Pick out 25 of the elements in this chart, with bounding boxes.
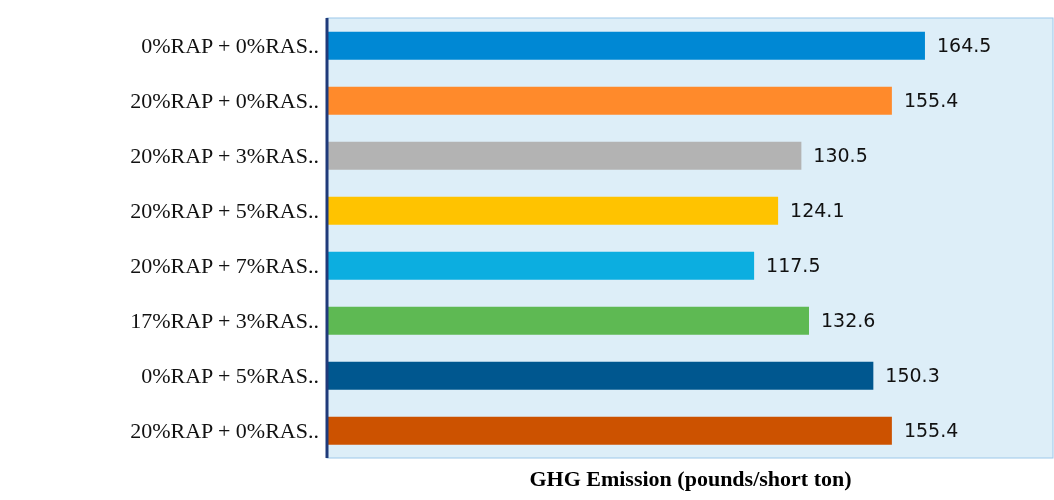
data-label: 130.5 <box>813 144 868 167</box>
y-tick-label: 20%RAP + 3%RAS.. <box>130 143 319 169</box>
bar <box>327 361 874 390</box>
bar <box>327 416 892 445</box>
bar <box>327 86 892 115</box>
bar <box>327 141 802 170</box>
data-label: 155.4 <box>903 89 959 112</box>
data-label: 155.4 <box>903 419 959 442</box>
data-label: 164.5 <box>936 34 992 57</box>
x-axis-title: GHG Emission (pounds/short ton) <box>529 466 852 491</box>
bar <box>327 251 755 280</box>
y-tick-label: 0%RAP + 0%RAS.. <box>141 33 319 59</box>
y-tick-label: 17%RAP + 3%RAS.. <box>130 308 319 334</box>
data-label: 124.1 <box>790 199 845 222</box>
y-tick-label: 20%RAP + 5%RAS.. <box>130 198 319 224</box>
y-tick-label: 20%RAP + 0%RAS.. <box>130 88 319 114</box>
bar <box>327 306 809 335</box>
y-tick-label: 20%RAP + 0%RAS.. <box>130 418 319 444</box>
data-label: 117.5 <box>766 254 821 277</box>
data-label: 150.3 <box>885 364 940 387</box>
y-tick-label: 20%RAP + 7%RAS.. <box>130 253 319 279</box>
bar <box>327 31 925 60</box>
bar <box>327 196 779 225</box>
y-tick-label: 0%RAP + 5%RAS.. <box>141 363 319 389</box>
data-label: 132.6 <box>821 309 876 332</box>
